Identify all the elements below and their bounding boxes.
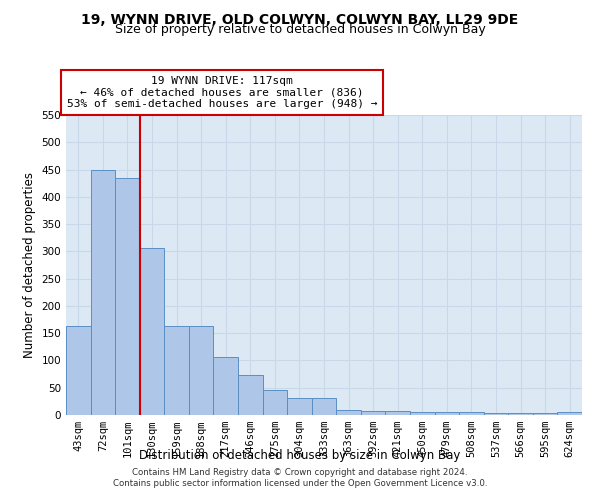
Text: Contains HM Land Registry data © Crown copyright and database right 2024.
Contai: Contains HM Land Registry data © Crown c… [113,468,487,487]
Text: Size of property relative to detached houses in Colwyn Bay: Size of property relative to detached ho… [115,22,485,36]
Bar [66,326,91,415]
Y-axis label: Number of detached properties: Number of detached properties [23,172,36,358]
Bar [361,410,385,415]
Text: 19, WYNN DRIVE, OLD COLWYN, COLWYN BAY, LL29 9DE: 19, WYNN DRIVE, OLD COLWYN, COLWYN BAY, … [82,12,518,26]
Bar [508,414,533,415]
Bar [91,170,115,415]
Bar [434,412,459,415]
Bar [164,326,189,415]
Bar [484,414,508,415]
Bar [214,357,238,415]
Bar [459,412,484,415]
Bar [238,374,263,415]
Bar [385,410,410,415]
Text: 19 WYNN DRIVE: 117sqm
← 46% of detached houses are smaller (836)
53% of semi-det: 19 WYNN DRIVE: 117sqm ← 46% of detached … [67,76,377,109]
Bar [140,248,164,415]
Bar [557,412,582,415]
Bar [189,326,214,415]
Bar [336,410,361,415]
Bar [287,398,312,415]
Bar [263,390,287,415]
Bar [410,412,434,415]
Bar [115,178,140,415]
Text: Distribution of detached houses by size in Colwyn Bay: Distribution of detached houses by size … [139,448,461,462]
Bar [312,398,336,415]
Bar [533,414,557,415]
